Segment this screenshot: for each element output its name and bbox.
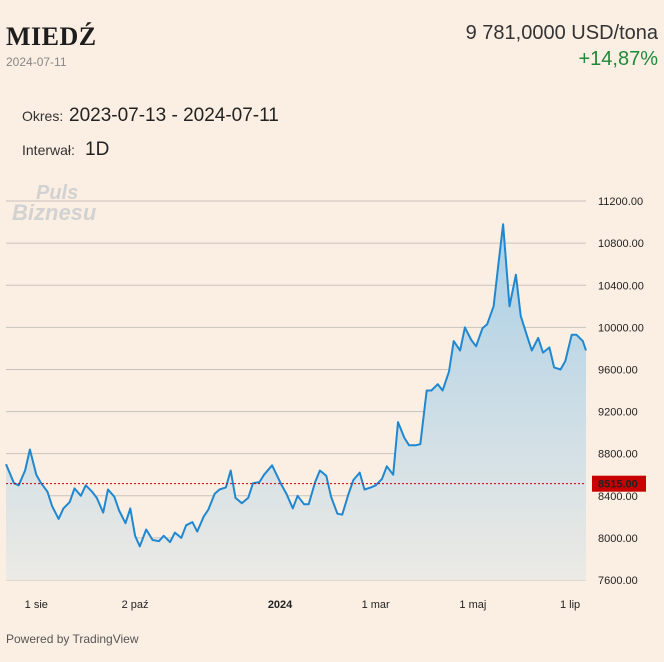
- y-axis: 11200.00 10800.00 10400.00 10000.00 9600.00 9…: [598, 196, 644, 587]
- reference-badge: [592, 475, 646, 492]
- y-tick-label: 8800.00: [598, 449, 638, 461]
- powered-by-link[interactable]: Powered by TradingView: [6, 632, 139, 646]
- y-tick-label: 11200.00: [598, 196, 643, 208]
- x-tick-label: 1 lip: [560, 599, 580, 611]
- period-label: Okres:: [22, 108, 64, 124]
- quote-date: 2024-07-11: [6, 55, 67, 69]
- price-line[interactable]: [5, 223, 587, 548]
- chart-area: [5, 223, 587, 580]
- y-tick-label: 8000.00: [598, 533, 638, 545]
- commodity-title: MIEDŹ: [6, 22, 97, 51]
- y-tick-label: 8400.00: [598, 491, 638, 503]
- x-tick-label: 2024: [268, 599, 293, 611]
- x-axis: 1 sie 2 paź 2024 1 mar 1 maj 1 lip: [25, 599, 581, 611]
- x-tick-label: 2 paź: [122, 599, 149, 611]
- interval-value[interactable]: 1D: [85, 139, 110, 160]
- x-tick-label: 1 mar: [362, 599, 390, 611]
- current-price: 9 781,0000 USD/tona: [465, 22, 658, 44]
- y-tick-label: 10800.00: [598, 238, 644, 250]
- reference-line: 8515.00: [6, 475, 646, 492]
- period-value[interactable]: 2023-07-13 - 2024-07-11: [69, 105, 279, 126]
- y-tick-label: 7600.00: [598, 575, 638, 587]
- puls-biznesu-logo: Puls Biznesu: [12, 182, 97, 225]
- reference-value-label: 8515.00: [598, 479, 638, 491]
- x-tick-label: 1 sie: [25, 599, 48, 611]
- price-change: +14,87%: [578, 48, 658, 70]
- interval-label: Interwał:: [22, 142, 75, 158]
- y-tick-label: 10000.00: [598, 322, 644, 334]
- area-fill: [6, 224, 586, 580]
- y-tick-label: 9200.00: [598, 407, 638, 419]
- y-tick-label: 9600.00: [598, 364, 638, 376]
- y-tick-label: 10400.00: [598, 280, 644, 292]
- x-tick-label: 1 maj: [459, 599, 486, 611]
